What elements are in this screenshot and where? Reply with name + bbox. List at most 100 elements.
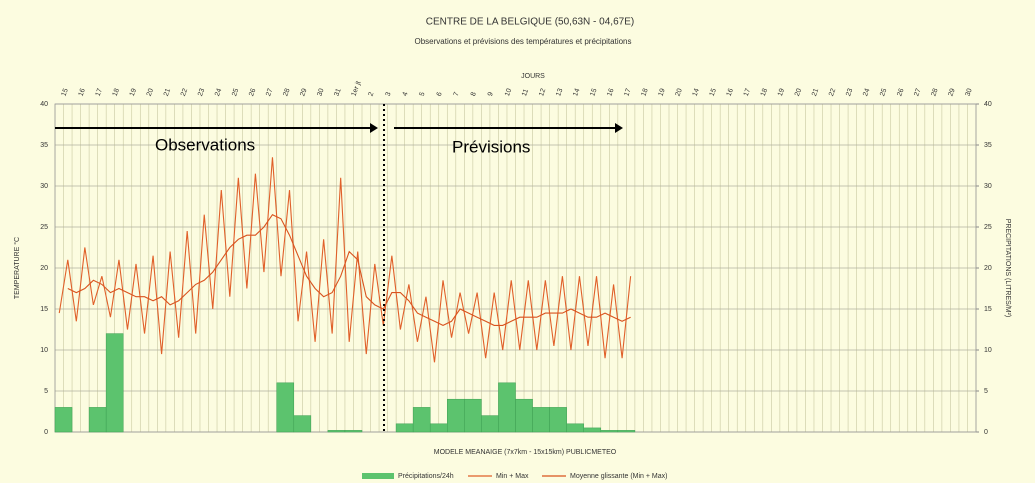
y2-tick-label: 0 — [984, 429, 988, 436]
y2-tick-label: 25 — [984, 224, 992, 231]
y-tick-label: 5 — [44, 388, 48, 395]
y2-tick-label: 20 — [984, 265, 992, 272]
bar — [498, 382, 516, 433]
bar — [532, 407, 550, 433]
x-tick-label: 13 — [555, 88, 564, 98]
x-tick-label: 9 — [487, 91, 495, 97]
bar — [481, 415, 499, 433]
x-tick-label: 26 — [896, 88, 905, 98]
legend-label: Moyenne glissante (Min + Max) — [570, 473, 667, 480]
x-tick-label: 22 — [180, 88, 189, 98]
x-tick-label: 14 — [572, 88, 581, 98]
x-tick-label: 20 — [794, 88, 803, 98]
x-tick-label: 17 — [95, 88, 104, 98]
bar — [54, 407, 73, 433]
legend-swatch — [362, 473, 394, 479]
x-tick-label: 19 — [777, 88, 786, 98]
x-tick-label: 30 — [316, 88, 325, 98]
x-tick-label: 11 — [521, 88, 530, 97]
x-tick-label: 29 — [299, 88, 308, 98]
legend-label: Précipitations/24h — [398, 473, 454, 480]
y-tick-label: 0 — [44, 429, 48, 436]
x-tick-label: 4 — [402, 91, 410, 97]
bar — [293, 415, 312, 433]
x-tick-label: 22 — [828, 88, 837, 98]
marks — [54, 157, 636, 433]
x-tick-label: 25 — [879, 88, 888, 98]
x-tick-label: 7 — [453, 91, 461, 97]
y2-tick-label: 15 — [984, 306, 992, 313]
x-tick-label: 23 — [197, 88, 206, 98]
x-tick-label: 15 — [589, 88, 598, 98]
bar — [617, 430, 636, 433]
x-tick-label: 21 — [811, 88, 820, 98]
y-tick-label: 20 — [40, 265, 48, 272]
x-tick-label: 19 — [129, 88, 138, 98]
x-tick-label: 23 — [845, 88, 854, 98]
x-tick-label: 27 — [913, 88, 922, 98]
y2-tick-label: 10 — [984, 347, 992, 354]
bar — [566, 423, 584, 433]
bar — [395, 423, 414, 433]
y-tick-label: 30 — [40, 183, 48, 190]
x-tick-label: 16 — [726, 88, 735, 98]
bar — [327, 430, 346, 433]
y-tick-label: 40 — [40, 101, 48, 108]
x-tick-label: 18 — [112, 88, 121, 98]
x-tick-label: 3 — [385, 91, 393, 97]
x-tick-label: 8 — [470, 91, 478, 97]
x-tick-label: 14 — [692, 88, 701, 98]
bar — [549, 407, 567, 433]
y-axis-title: TEMPERATURE °C — [13, 237, 21, 299]
x-tick-label: 24 — [214, 88, 223, 98]
x-tick-label: 21 — [163, 88, 172, 98]
x-tick-label: 10 — [504, 88, 513, 98]
x-tick-label: 6 — [436, 91, 444, 97]
y-tick-label: 15 — [40, 306, 48, 313]
y-tick-label: 10 — [40, 347, 48, 354]
x-tick-label: 12 — [538, 88, 547, 98]
legend: Précipitations/24h Min + Max Moyenne gli… — [362, 473, 667, 480]
x-tick-label: 24 — [862, 88, 871, 98]
arrow-head — [370, 123, 378, 133]
x-tick-label: 26 — [248, 88, 257, 98]
bar — [447, 398, 465, 433]
y2-tick-label: 40 — [984, 101, 992, 108]
bar — [276, 382, 295, 433]
x-tick-label: 31 — [333, 88, 342, 98]
x-tick-label: 15 — [709, 88, 718, 98]
bar — [583, 427, 602, 433]
x-tick-label: 18 — [760, 88, 769, 98]
x-tick-label: 28 — [282, 88, 291, 98]
x-tick-label: 30 — [965, 88, 974, 98]
y2-tick-label: 35 — [984, 142, 992, 149]
y2-tick-label: 5 — [984, 388, 988, 395]
y2-axis-title: PRECIPITATIONS (LITRES/M²) — [1004, 219, 1011, 318]
annotation: Observations — [155, 135, 255, 154]
line — [67, 214, 631, 327]
x-tick-label: 15 — [61, 88, 70, 98]
arrow-head — [615, 123, 623, 133]
bar — [344, 430, 363, 433]
footer-note: MODELE MEANAIGE (7x7km - 15x15km) PUBLIC… — [434, 449, 617, 456]
bar — [412, 407, 431, 433]
x-tick-label: 27 — [265, 88, 274, 98]
bar — [464, 398, 482, 433]
x-tick-label: 18 — [640, 88, 649, 98]
bar — [429, 423, 448, 433]
annotation: Prévisions — [452, 137, 530, 156]
line — [58, 157, 632, 363]
x-tick-label: 29 — [947, 88, 956, 98]
x-tick-label: 2 — [368, 91, 376, 97]
x-tick-label: 5 — [419, 91, 427, 97]
y-tick-label: 35 — [40, 142, 48, 149]
x-axis-title: JOURS — [521, 73, 545, 80]
x-tick-label: 25 — [231, 88, 240, 98]
bar — [600, 430, 619, 433]
x-tick-label: 20 — [146, 88, 155, 98]
y-tick-label: 25 — [40, 224, 48, 231]
bar — [88, 407, 107, 433]
x-tick-label: 1er jt — [351, 80, 363, 97]
